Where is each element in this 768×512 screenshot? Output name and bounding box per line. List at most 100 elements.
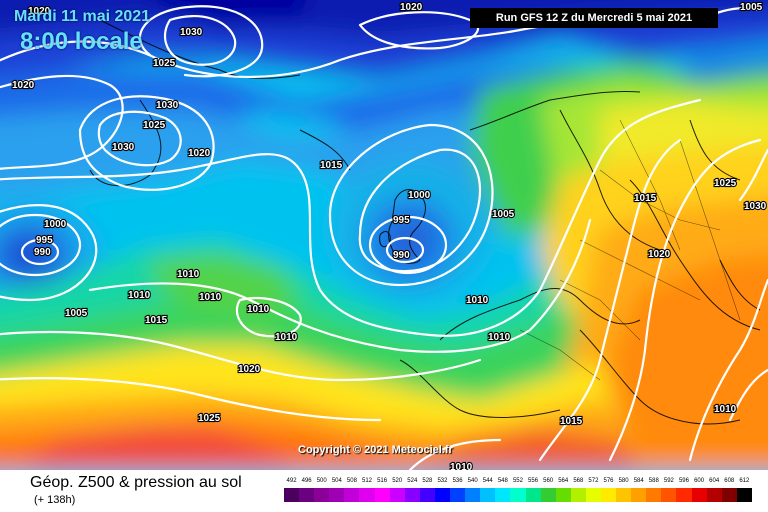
isobar-label: 1030 xyxy=(744,201,767,212)
scale-value-label: 536 xyxy=(452,478,463,484)
scale-swatch xyxy=(404,488,420,502)
scale-swatch xyxy=(329,488,345,502)
isobar-label: 1010 xyxy=(199,292,222,303)
scale-swatch xyxy=(284,488,300,502)
isobar-label: 1000 xyxy=(44,219,67,230)
color-scale: 492 496 500 504 508 512 516 520 524 528 532 536 540 5… xyxy=(284,478,752,508)
isobar-label: 1010 xyxy=(466,295,489,306)
isobar-label: 1010 xyxy=(275,332,298,343)
scale-swatch xyxy=(510,488,526,502)
scale-value-label: 568 xyxy=(573,478,584,484)
model-run-label: Run GFS 12 Z du Mercredi 5 mai 2021 xyxy=(470,8,718,28)
scale-value-label: 556 xyxy=(528,478,539,484)
scale-swatch xyxy=(299,488,315,502)
scale-value-label: 524 xyxy=(407,478,418,484)
scale-value-label: 560 xyxy=(543,478,554,484)
isobar-label: 1010 xyxy=(714,404,737,415)
isobar-label: 995 xyxy=(36,235,53,246)
isobar-label: 1015 xyxy=(560,416,583,427)
scale-value-label: 540 xyxy=(467,478,478,484)
isobar-label: 1020 xyxy=(648,249,671,260)
geopotential-field xyxy=(0,0,768,470)
scale-swatch xyxy=(495,488,511,502)
scale-value-label: 580 xyxy=(618,478,629,484)
coastlines xyxy=(89,19,761,425)
forecast-time: 8:00 locale xyxy=(20,28,143,55)
scale-value-label: 548 xyxy=(497,478,508,484)
color-scale-labels: 492 496 500 504 508 512 516 520 524 528 532 536 540 5… xyxy=(284,478,752,484)
scale-swatch xyxy=(646,488,662,502)
scale-value-label: 584 xyxy=(633,478,644,484)
scale-swatch xyxy=(419,488,435,502)
scale-swatch xyxy=(374,488,390,502)
scale-swatch xyxy=(676,488,692,502)
scale-swatch xyxy=(480,488,496,502)
scale-value-label: 528 xyxy=(422,478,433,484)
scale-value-label: 492 xyxy=(286,478,297,484)
legend-title: Géop. Z500 & pression au sol xyxy=(30,474,242,491)
scale-value-label: 564 xyxy=(558,478,569,484)
isobar-label: 1020 xyxy=(188,148,211,159)
scale-swatch xyxy=(616,488,632,502)
isobar-label: 1030 xyxy=(180,27,203,38)
scale-swatch xyxy=(344,488,360,502)
scale-value-label: 516 xyxy=(377,478,388,484)
isobar-label: 1010 xyxy=(128,290,151,301)
scale-swatch xyxy=(555,488,571,502)
isobar-label: 1025 xyxy=(198,413,221,424)
isobar-label: 1030 xyxy=(112,142,135,153)
borders xyxy=(519,119,741,381)
isobar-label: 1010 xyxy=(450,462,473,470)
scale-swatch xyxy=(691,488,707,502)
scale-swatch xyxy=(540,488,556,502)
isobar-label: 1010 xyxy=(488,332,511,343)
isobar-label: 1025 xyxy=(153,58,176,69)
scale-value-label: 576 xyxy=(603,478,614,484)
scale-swatch xyxy=(570,488,586,502)
isobar-label: 1020 xyxy=(28,6,51,17)
isobar-label: 990 xyxy=(34,247,51,258)
scale-value-label: 532 xyxy=(437,478,448,484)
scale-value-label: 604 xyxy=(709,478,720,484)
scale-value-label: 572 xyxy=(588,478,599,484)
isobar-label: 1025 xyxy=(714,178,737,189)
isobar-label: 1005 xyxy=(492,209,515,220)
isobar-label: 1025 xyxy=(143,120,166,131)
isobar-label: 1005 xyxy=(65,308,88,319)
geopotential-map: 1020 1005 1030 1020 1025 1020 1030 1025 … xyxy=(0,0,768,470)
scale-value-label: 496 xyxy=(301,478,312,484)
scale-value-label: 608 xyxy=(724,478,735,484)
scale-value-label: 596 xyxy=(678,478,689,484)
scale-swatch xyxy=(465,488,481,502)
isobar-label: 1010 xyxy=(247,304,270,315)
scale-value-label: 552 xyxy=(512,478,523,484)
isobar-label: 1020 xyxy=(12,80,35,91)
isobar-label: 1020 xyxy=(238,364,261,375)
scale-swatch xyxy=(721,488,737,502)
scale-value-label: 612 xyxy=(739,478,750,484)
scale-swatch xyxy=(450,488,466,502)
scale-value-label: 588 xyxy=(648,478,659,484)
isobar-label: 1015 xyxy=(320,160,343,171)
scale-value-label: 512 xyxy=(362,478,373,484)
scale-swatch xyxy=(314,488,330,502)
scale-value-label: 592 xyxy=(663,478,674,484)
scale-swatch xyxy=(389,488,405,502)
isobar-label: 990 xyxy=(393,250,410,261)
legend-subtitle: (+ 138h) xyxy=(34,494,76,506)
scale-value-label: 544 xyxy=(482,478,493,484)
scale-value-label: 508 xyxy=(346,478,357,484)
isobar-label: 1015 xyxy=(145,315,168,326)
isobar-label: 1010 xyxy=(177,269,200,280)
color-scale-swatches xyxy=(284,488,752,502)
isobar-label: 1005 xyxy=(740,2,763,13)
copyright-notice: Copyright © 2021 Meteociel.fr xyxy=(298,444,453,456)
scale-swatch xyxy=(600,488,617,502)
isobar-label: 1030 xyxy=(156,100,179,111)
forecast-date: Mardi 11 mai 2021 xyxy=(14,8,151,25)
isobar-label: 1015 xyxy=(634,193,657,204)
scale-swatch xyxy=(359,488,375,502)
scale-swatch xyxy=(736,488,752,502)
isobar-labels: 1020 1005 1030 1020 1025 1020 1030 1025 … xyxy=(11,1,768,470)
